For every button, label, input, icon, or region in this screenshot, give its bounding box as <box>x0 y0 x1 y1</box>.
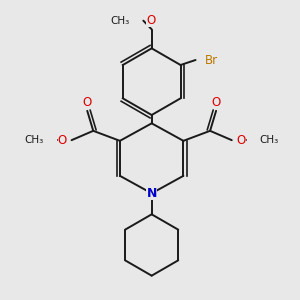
Text: N: N <box>146 187 157 200</box>
Text: CH₃: CH₃ <box>24 135 44 145</box>
Text: Br: Br <box>205 53 218 67</box>
Text: CH₃: CH₃ <box>111 16 130 26</box>
Text: O: O <box>146 14 156 27</box>
Text: O: O <box>82 96 92 109</box>
Text: CH₃: CH₃ <box>260 135 279 145</box>
Text: O: O <box>58 134 67 147</box>
Text: O: O <box>212 96 221 109</box>
Text: O: O <box>236 134 246 147</box>
